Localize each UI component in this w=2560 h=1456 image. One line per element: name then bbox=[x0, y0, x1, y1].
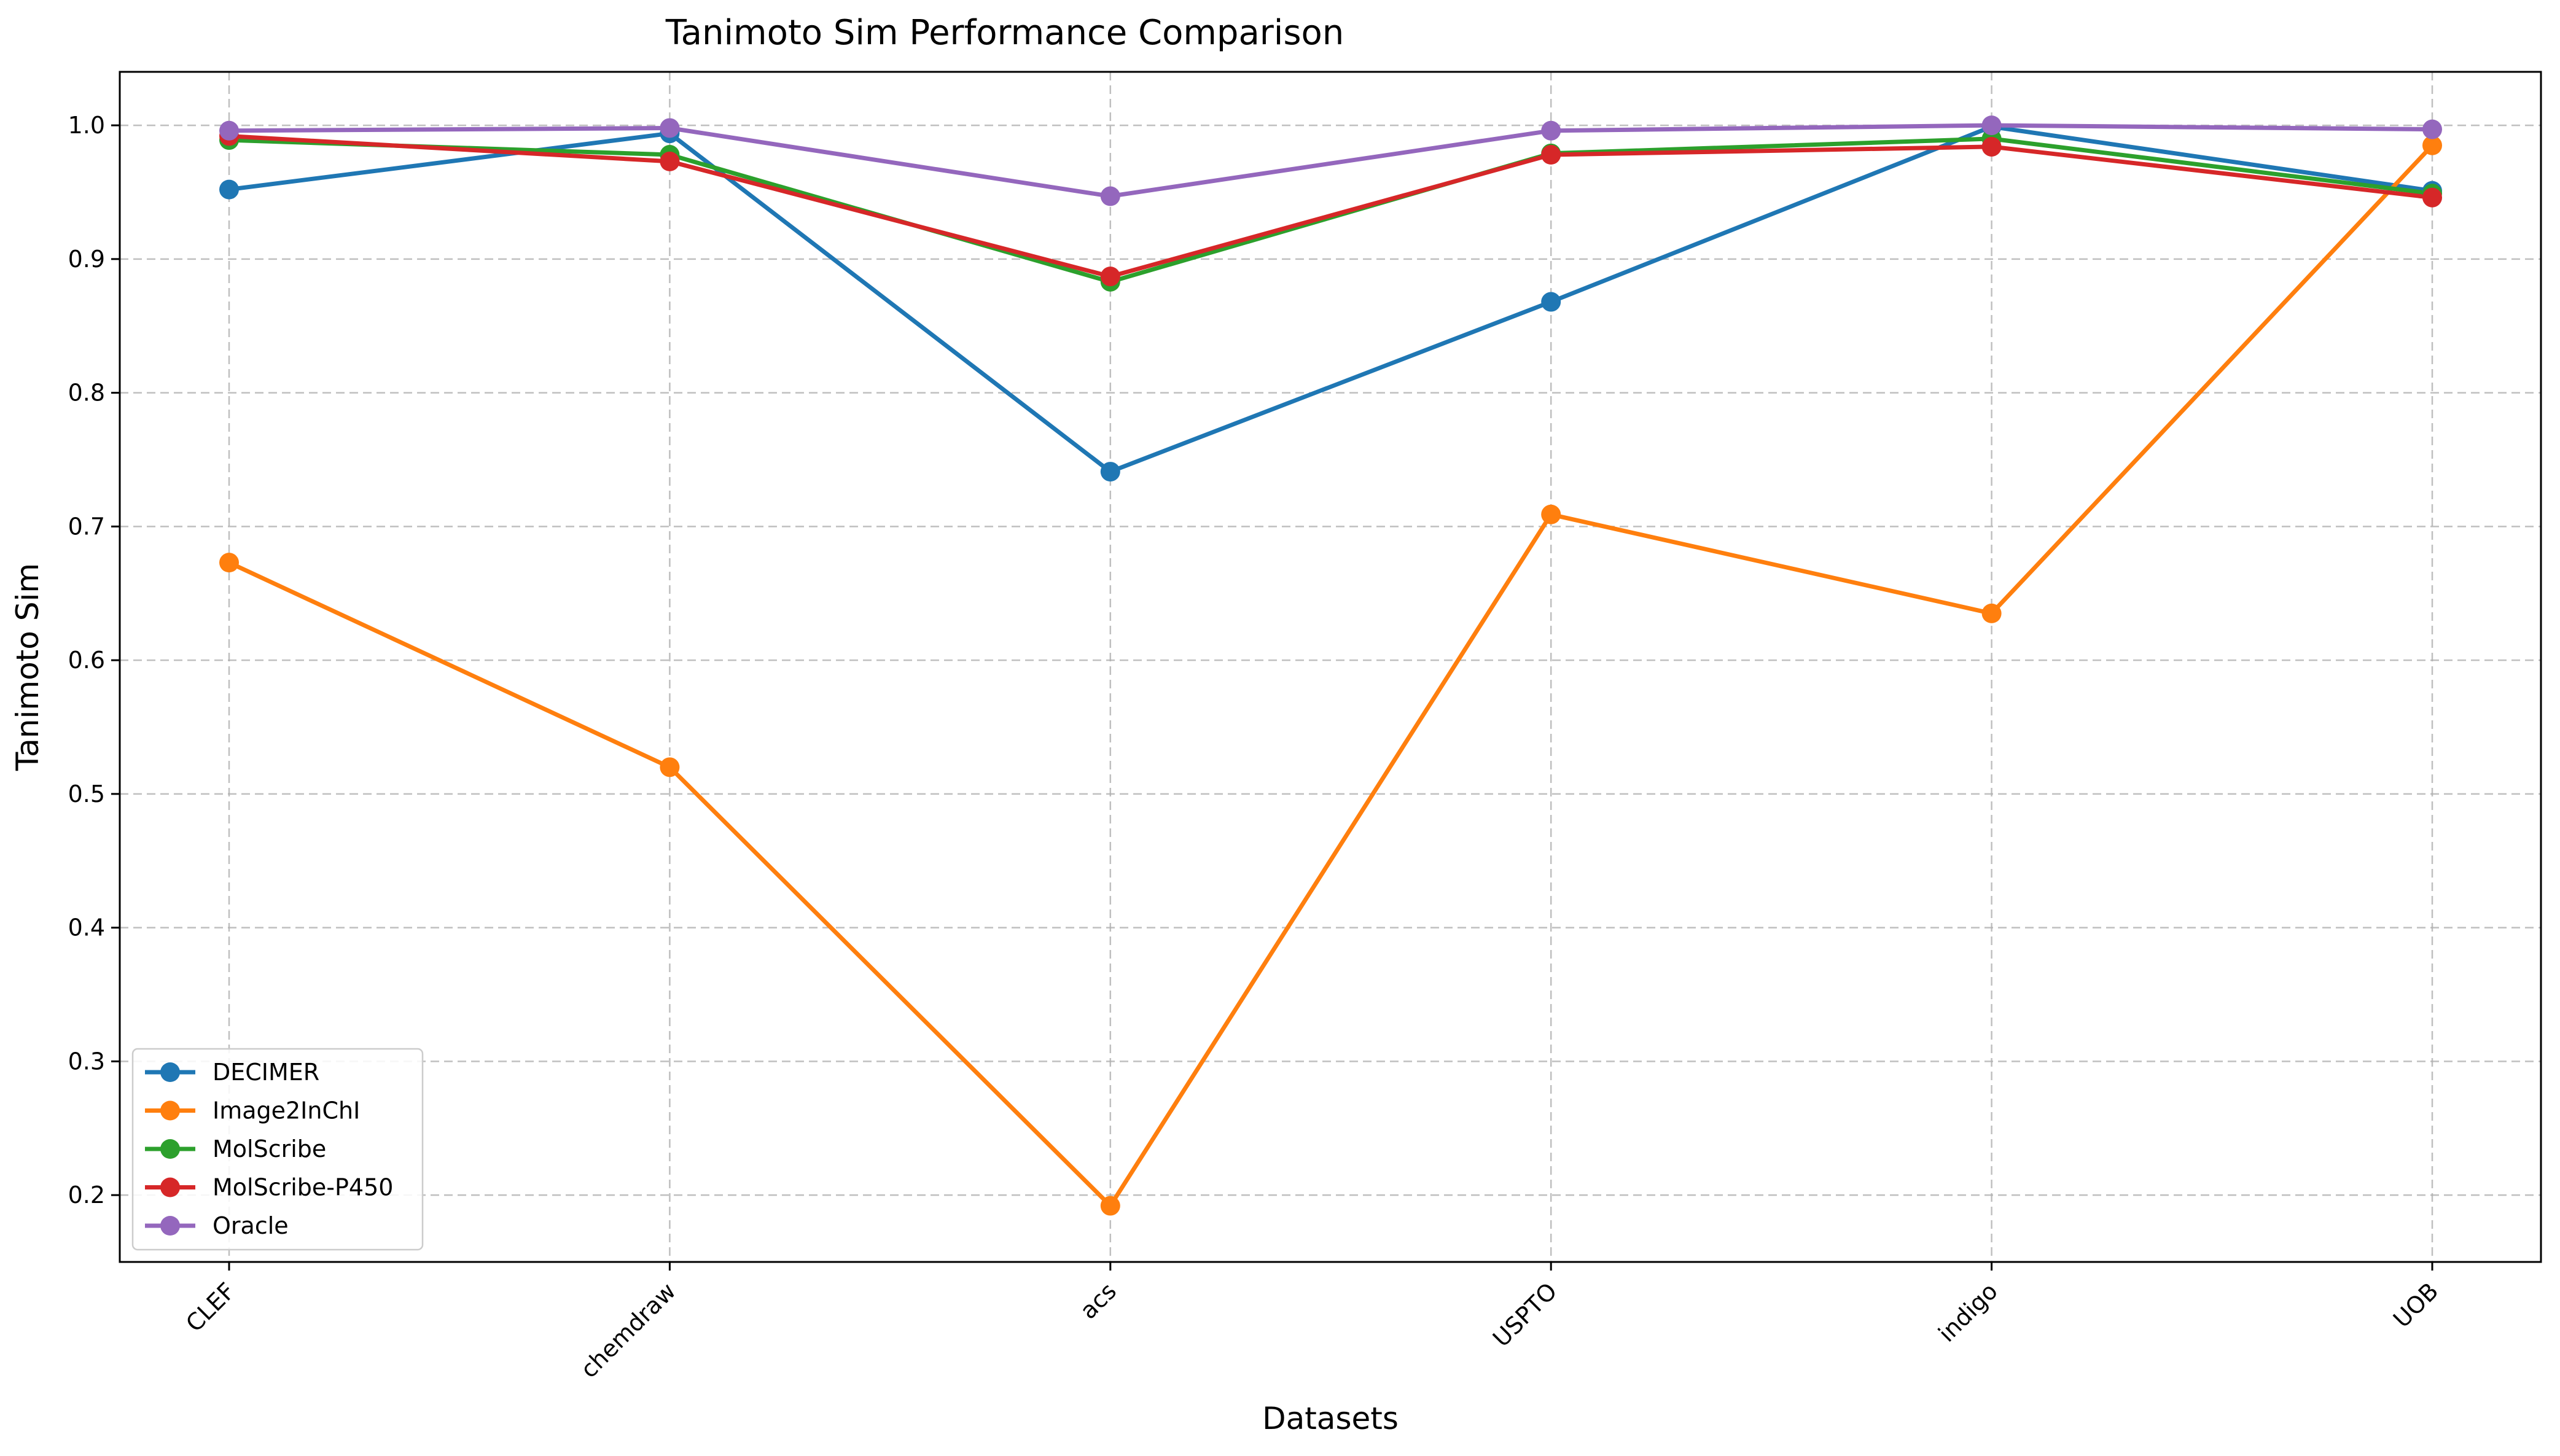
legend-label: Image2InChI bbox=[213, 1097, 360, 1124]
legend-label: DECIMER bbox=[213, 1059, 319, 1086]
legend-label: Oracle bbox=[213, 1212, 289, 1239]
data-point-molscribe-p450 bbox=[2422, 187, 2442, 208]
series-line-oracle bbox=[227, 123, 2435, 198]
data-point-molscribe-p450 bbox=[1100, 267, 1120, 287]
data-point-image2inchi bbox=[1100, 1196, 1120, 1216]
data-point-oracle bbox=[2422, 119, 2442, 139]
series-line-decimer bbox=[227, 124, 2435, 474]
series-points bbox=[219, 115, 2442, 1216]
legend-marker bbox=[160, 1216, 180, 1236]
y-tick-label: 0.2 bbox=[68, 1182, 105, 1209]
legend-label: MolScribe bbox=[213, 1135, 326, 1162]
data-point-oracle bbox=[219, 120, 239, 141]
y-tick-label: 0.9 bbox=[68, 246, 105, 273]
data-point-oracle bbox=[1100, 186, 1120, 206]
data-point-image2inchi bbox=[219, 553, 239, 573]
data-point-molscribe-p450 bbox=[1981, 136, 2002, 157]
data-point-oracle bbox=[660, 118, 680, 138]
y-tick-label: 0.3 bbox=[68, 1048, 105, 1075]
data-point-image2inchi bbox=[1981, 603, 2002, 623]
legend: DECIMER Image2InChI MolScribe MolScribe-P45… bbox=[131, 1048, 424, 1251]
data-point-molscribe-p450 bbox=[660, 151, 680, 171]
series-lines bbox=[227, 123, 2435, 1208]
data-point-image2inchi bbox=[2422, 135, 2442, 155]
data-point-decimer bbox=[1100, 462, 1120, 482]
data-point-oracle bbox=[1541, 120, 1561, 141]
legend-marker bbox=[160, 1177, 180, 1197]
data-point-oracle bbox=[1981, 115, 2002, 136]
data-point-molscribe-p450 bbox=[1541, 145, 1561, 165]
data-point-decimer bbox=[219, 179, 239, 200]
data-point-image2inchi bbox=[660, 757, 680, 777]
y-tick-label: 0.7 bbox=[68, 513, 105, 540]
plot-frame bbox=[119, 71, 2542, 1263]
y-axis-ticks: 0.2 0.3 0.4 0.5 0.6 0.7 0.8 0.9 1.0 bbox=[68, 112, 120, 1209]
legend-marker bbox=[160, 1139, 180, 1159]
data-point-decimer bbox=[1541, 292, 1561, 312]
x-axis-label: Datasets bbox=[1262, 1401, 1399, 1436]
chart-title: Tanimoto Sim Performance Comparison bbox=[665, 13, 1344, 53]
legend-box bbox=[131, 1048, 424, 1251]
legend-label: MolScribe-P450 bbox=[213, 1174, 393, 1201]
y-axis-label: Tanimoto Sim bbox=[10, 563, 45, 771]
y-tick-label: 0.8 bbox=[68, 380, 105, 407]
series-line-image2inchi bbox=[227, 143, 2435, 1208]
series-line-molscribe-p450 bbox=[227, 134, 2435, 279]
y-tick-label: 1.0 bbox=[68, 112, 105, 139]
y-tick-label: 0.4 bbox=[68, 914, 105, 941]
y-tick-label: 0.6 bbox=[68, 647, 105, 674]
legend-marker bbox=[160, 1062, 180, 1082]
data-point-image2inchi bbox=[1541, 504, 1561, 524]
legend-marker bbox=[160, 1100, 180, 1121]
grid bbox=[120, 72, 2541, 1262]
y-tick-label: 0.5 bbox=[68, 781, 105, 808]
